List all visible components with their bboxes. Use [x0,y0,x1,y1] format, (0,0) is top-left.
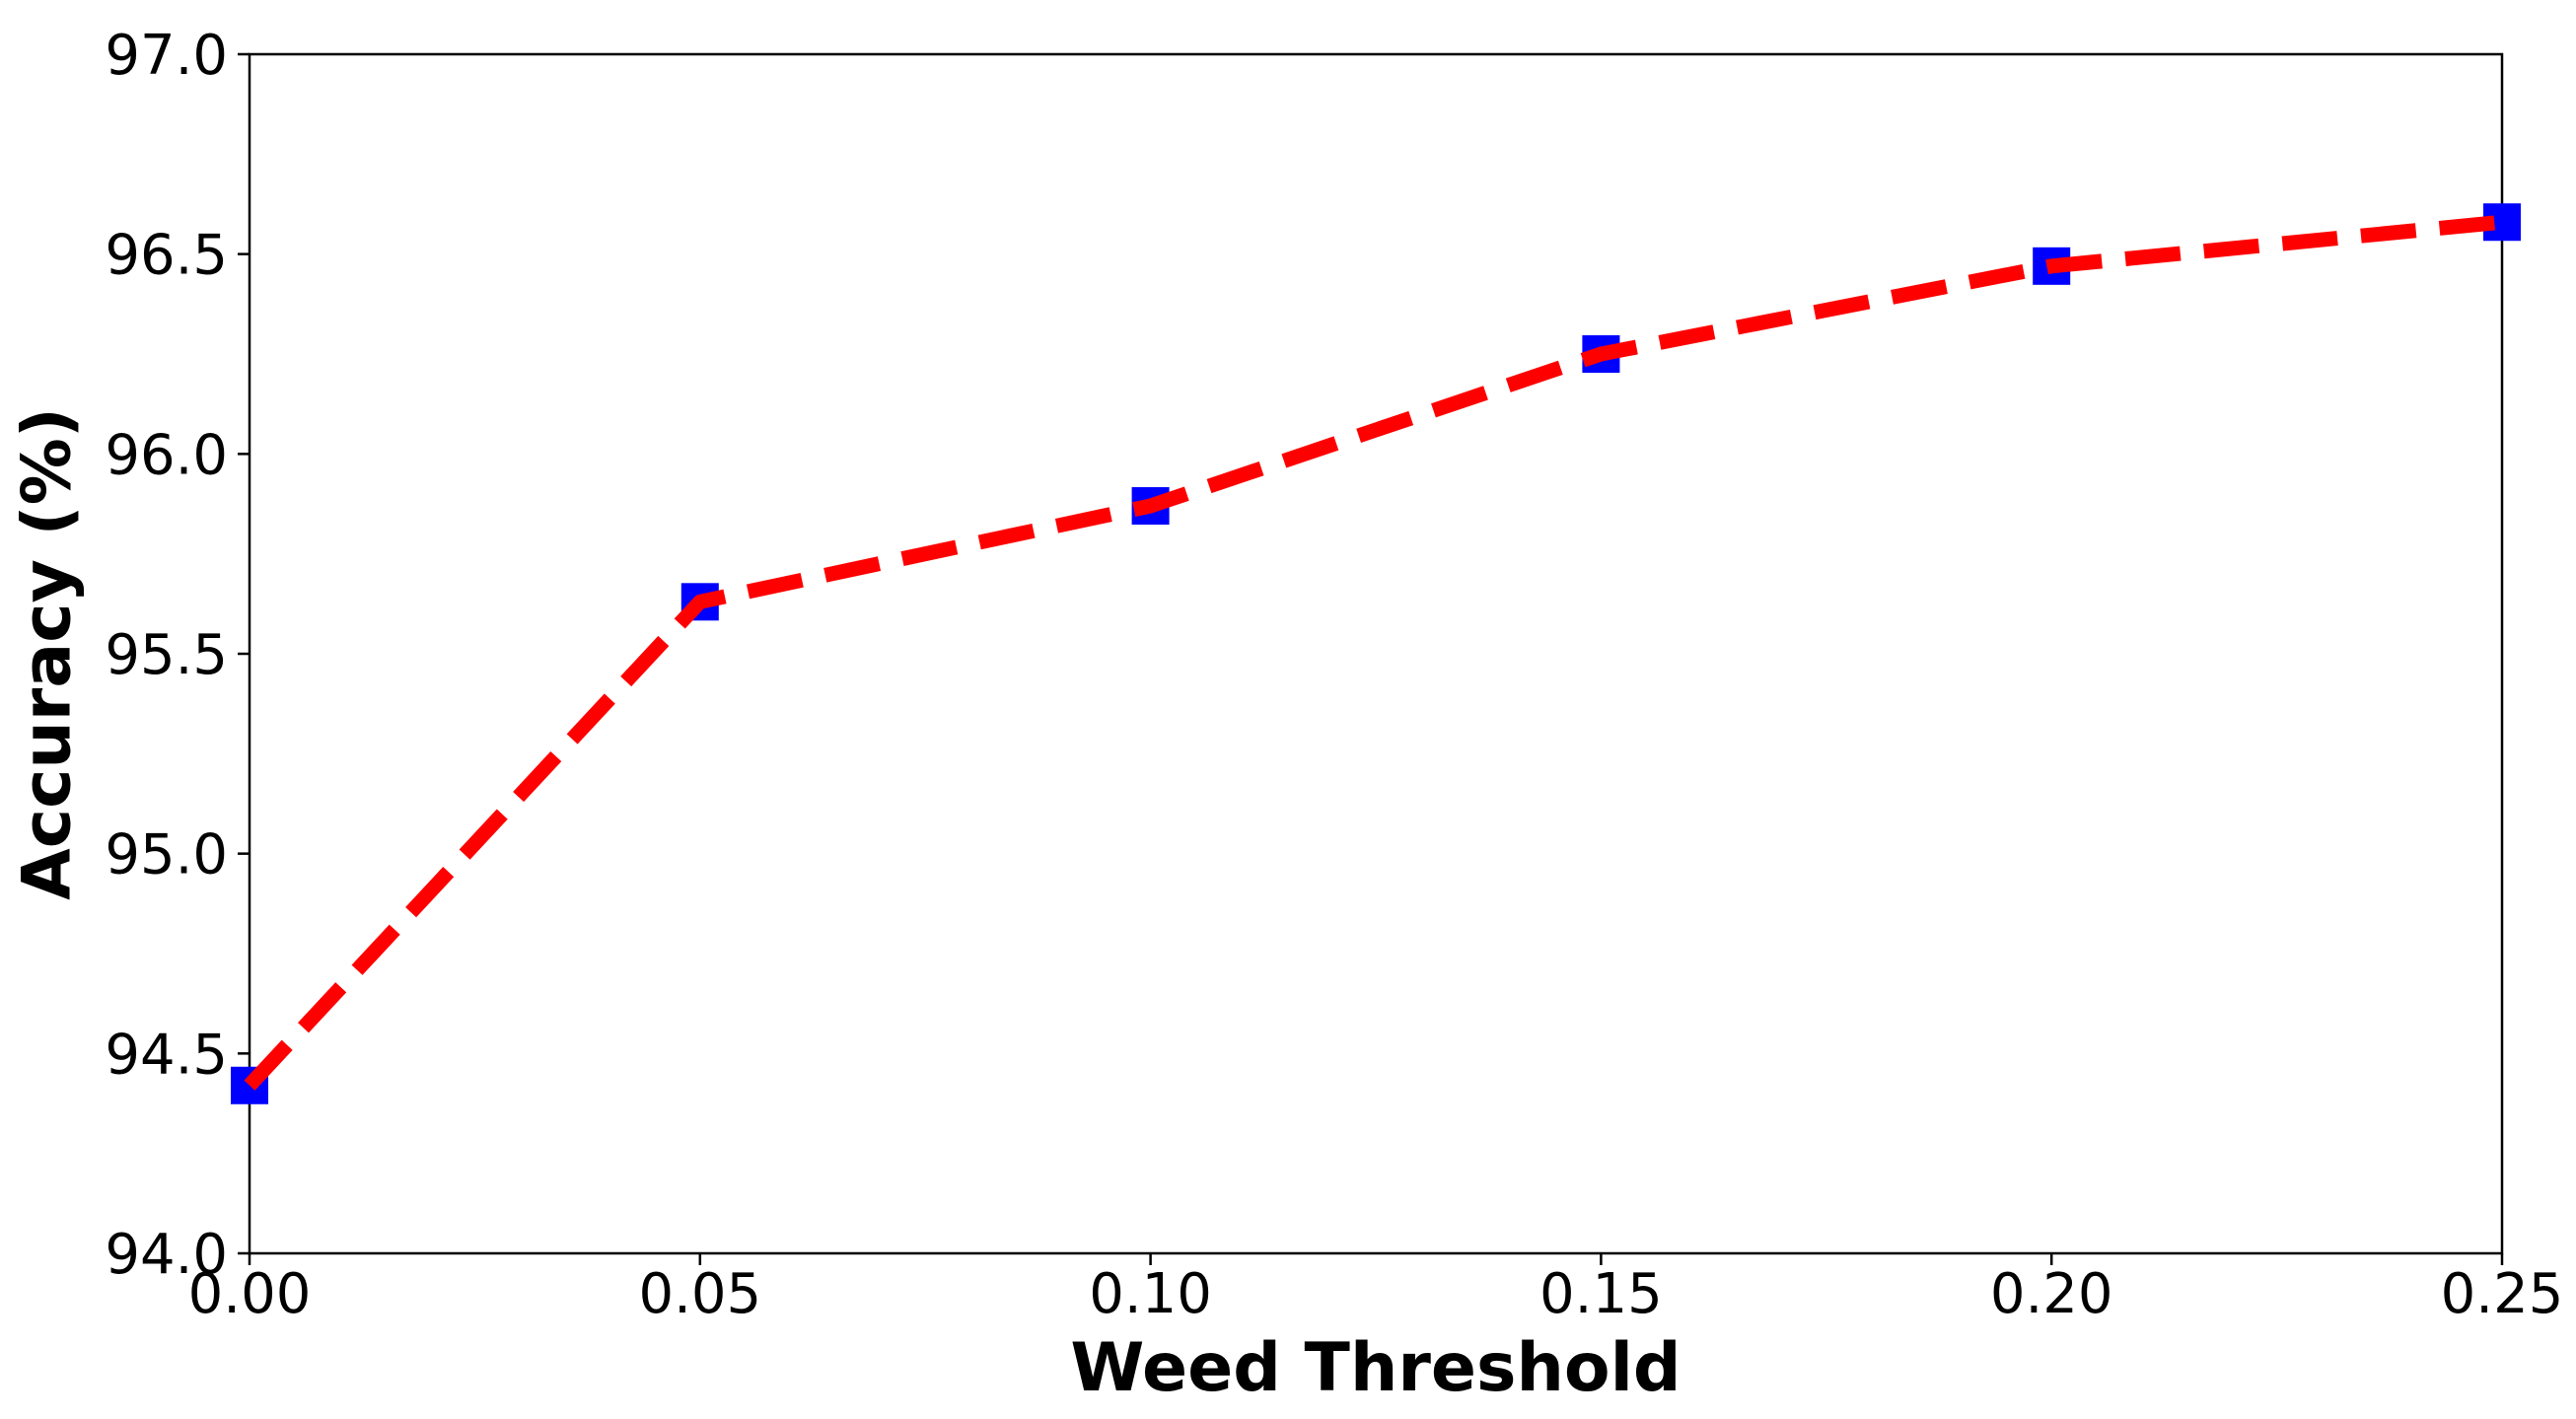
y-tick-label: 94.5 [105,1023,228,1087]
plot-frame [248,52,2504,1255]
x-axis-title: Weed Threshold [1070,1329,1681,1407]
x-tick-label: 0.10 [1089,1262,1212,1326]
y-tick-label: 95.5 [105,623,228,687]
y-axis-title: Accuracy (%) [9,407,87,900]
y-tick-label: 95.0 [105,823,228,887]
axes: 0.00 0.05 0.10 0.15 0.20 0.25 94.0 94.5 95.0 95.5… [105,24,2563,1326]
series-layer [231,203,2521,1104]
y-tick-label: 96.0 [105,423,228,487]
y-tick-label: 96.5 [105,224,228,288]
series-line [244,214,2503,1091]
axis-labels: Weed Threshold Accuracy (%) [9,407,1682,1407]
x-tick-label: 0.00 [188,1262,312,1326]
x-tick-label: 0.05 [638,1262,761,1326]
x-tick-label: 0.20 [1990,1262,2113,1326]
y-tick-label: 97.0 [105,24,228,88]
x-tick-label: 0.25 [2441,1262,2564,1326]
y-tick-label: 94.0 [105,1223,228,1287]
x-tick-label: 0.15 [1539,1262,1663,1326]
